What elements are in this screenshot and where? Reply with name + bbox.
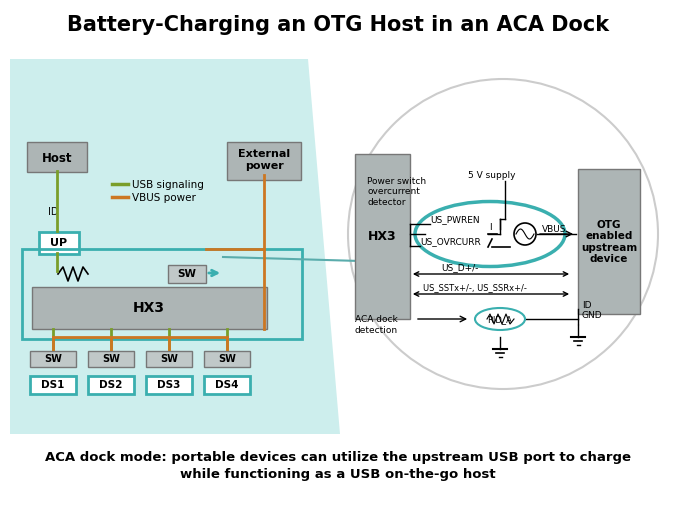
Text: 5 V supply: 5 V supply [468, 170, 516, 179]
Text: US_OVRCURR: US_OVRCURR [420, 237, 481, 246]
FancyBboxPatch shape [146, 351, 192, 367]
FancyBboxPatch shape [146, 376, 192, 394]
FancyBboxPatch shape [27, 143, 87, 173]
Text: DS3: DS3 [157, 379, 181, 389]
Text: DS2: DS2 [99, 379, 123, 389]
Text: Battery-Charging an OTG Host in an ACA Dock: Battery-Charging an OTG Host in an ACA D… [67, 15, 609, 35]
FancyBboxPatch shape [578, 170, 640, 315]
FancyBboxPatch shape [39, 232, 79, 255]
Text: US_D+/-: US_D+/- [441, 263, 479, 272]
Text: UP: UP [51, 237, 68, 247]
FancyBboxPatch shape [204, 376, 250, 394]
Text: GND: GND [582, 311, 603, 320]
Text: US_PWREN: US_PWREN [430, 215, 480, 224]
FancyBboxPatch shape [88, 351, 134, 367]
Circle shape [348, 80, 658, 389]
Text: DS1: DS1 [41, 379, 65, 389]
Text: HX3: HX3 [133, 300, 165, 315]
Text: SW: SW [178, 269, 196, 278]
Text: ID: ID [582, 300, 591, 309]
Text: SW: SW [160, 354, 178, 363]
Text: OTG
enabled
upstream
device: OTG enabled upstream device [581, 219, 637, 264]
FancyBboxPatch shape [227, 143, 301, 181]
Text: SW: SW [44, 354, 62, 363]
Text: ACA dock
detection: ACA dock detection [354, 315, 398, 334]
FancyBboxPatch shape [88, 376, 134, 394]
FancyBboxPatch shape [204, 351, 250, 367]
Text: SW: SW [218, 354, 236, 363]
Text: Host: Host [42, 151, 72, 164]
Circle shape [514, 224, 536, 245]
FancyBboxPatch shape [168, 266, 206, 283]
Text: Power switch
overcurrent
detector: Power switch overcurrent detector [367, 177, 426, 207]
Text: I: I [489, 223, 491, 232]
Text: USB signaling: USB signaling [132, 180, 204, 189]
FancyBboxPatch shape [30, 351, 76, 367]
Text: SW: SW [102, 354, 120, 363]
FancyBboxPatch shape [355, 155, 410, 319]
Text: VBUS: VBUS [542, 225, 566, 234]
Text: RID_A: RID_A [487, 315, 512, 324]
Text: ID: ID [48, 207, 58, 217]
Text: HX3: HX3 [368, 230, 396, 243]
Text: External
power: External power [238, 149, 290, 171]
FancyBboxPatch shape [32, 287, 267, 329]
Text: ACA dock mode: portable devices can utilize the upstream USB port to charge: ACA dock mode: portable devices can util… [45, 450, 631, 464]
Text: DS4: DS4 [215, 379, 239, 389]
FancyBboxPatch shape [30, 376, 76, 394]
Text: while functioning as a USB on-the-go host: while functioning as a USB on-the-go hos… [180, 468, 496, 481]
Ellipse shape [475, 309, 525, 330]
Text: US_SSTx+/-, US_SSRx+/-: US_SSTx+/-, US_SSRx+/- [423, 283, 527, 292]
Polygon shape [10, 60, 340, 434]
Text: VBUS power: VBUS power [132, 192, 196, 203]
